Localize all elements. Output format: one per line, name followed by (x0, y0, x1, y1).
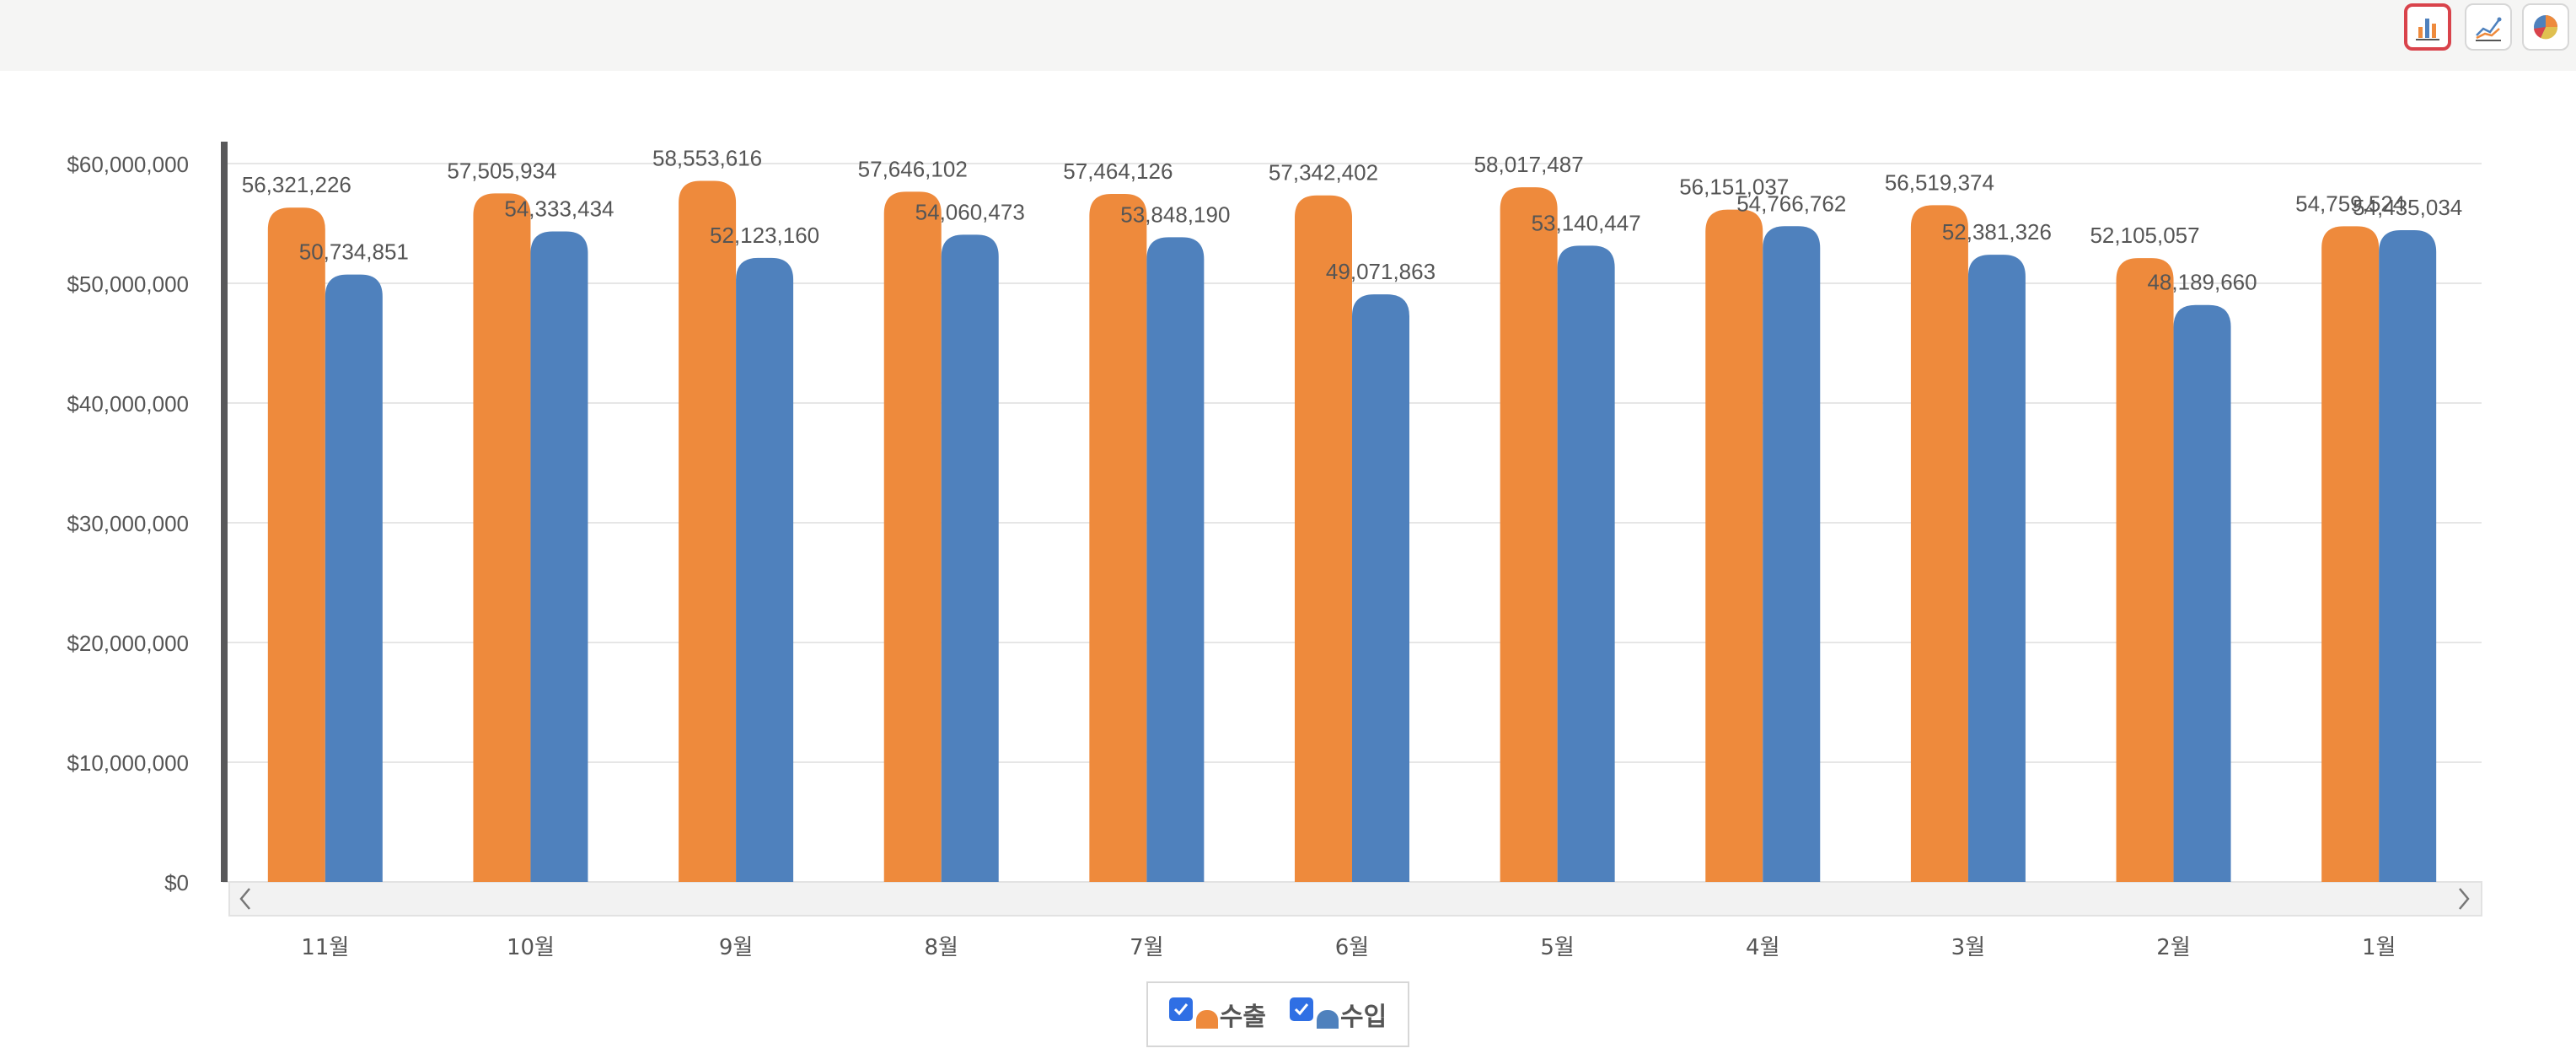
bar-export (679, 180, 737, 883)
y-tick-label: $60,000,000 (67, 152, 189, 177)
y-tick-label: $30,000,000 (67, 511, 189, 536)
data-label: 57,505,934 (447, 158, 556, 183)
x-tick-label: 4월 (1746, 935, 1779, 960)
legend-item-import[interactable]: 수입 (1290, 996, 1387, 1033)
bar-chart-icon (2416, 19, 2439, 40)
x-tick-label: 10월 (507, 935, 555, 960)
bar-import (530, 231, 588, 883)
scroll-right-icon (2459, 888, 2470, 910)
data-label: 57,464,126 (1063, 159, 1173, 184)
legend-item-export[interactable]: 수출 (1168, 996, 1266, 1033)
checkmark-icon (1294, 1003, 1309, 1016)
export-swatch (1195, 1010, 1218, 1029)
bar-export (267, 207, 325, 882)
data-label: 54,435,034 (2353, 195, 2462, 220)
data-label: 53,140,447 (1532, 210, 1641, 235)
x-tick-label: 6월 (1335, 935, 1369, 960)
data-label: 58,553,616 (652, 146, 762, 171)
data-label: 58,017,487 (1474, 152, 1584, 177)
data-label: 48,189,660 (2147, 270, 2257, 295)
bar-export (1910, 205, 1968, 882)
bar-import (1763, 226, 1821, 882)
data-label: 54,759,524 (2295, 191, 2405, 216)
scroll-left-icon (239, 888, 250, 910)
data-label: 56,519,374 (1885, 169, 1994, 195)
bar-export (883, 191, 942, 882)
bar-import (2379, 230, 2437, 882)
x-tick-label: 9월 (719, 935, 753, 960)
bar-import (1352, 294, 1409, 882)
data-label: 57,646,102 (858, 156, 968, 181)
data-label: 57,342,402 (1269, 160, 1378, 185)
bar-export (2116, 258, 2174, 883)
data-label: 56,151,037 (1679, 175, 1789, 200)
horizontal-scrollbar (228, 881, 2482, 917)
data-label: 53,848,190 (1120, 202, 1230, 227)
x-tick-label: 7월 (1130, 935, 1163, 960)
bar-import (1967, 255, 2026, 882)
x-tick-label: 2월 (2156, 935, 2190, 960)
y-tick-label: $10,000,000 (67, 750, 189, 776)
bar-export (1295, 195, 1352, 882)
bar-import (1557, 245, 1615, 882)
x-tick-label: 11월 (301, 935, 349, 960)
bar-chart-button[interactable] (2404, 3, 2451, 51)
data-label: 54,766,762 (1736, 191, 1846, 216)
bar-export (1500, 187, 1558, 883)
data-label: 52,381,326 (1942, 219, 2052, 245)
x-tick-label: 3월 (1951, 935, 1985, 960)
import-swatch (1317, 1010, 1339, 1029)
bar-import (941, 234, 999, 882)
bar-export (473, 193, 531, 882)
y-tick-label: $20,000,000 (67, 631, 189, 656)
x-tick-label: 8월 (924, 935, 958, 960)
chart-toolbar (0, 0, 2576, 71)
data-label: 49,071,863 (1326, 259, 1436, 284)
data-label: 52,123,160 (710, 223, 819, 248)
legend-label-import: 수입 (1340, 1003, 1387, 1031)
bar-import (325, 274, 383, 882)
line-chart-button[interactable] (2465, 3, 2512, 51)
chart-legend: 수출 수입 (1146, 981, 1409, 1047)
pie-chart-icon (2534, 15, 2558, 40)
bar-export (1705, 209, 1763, 882)
y-tick-label: $0 (164, 870, 189, 895)
line-chart-icon (2476, 17, 2502, 41)
bar-chart: $0 $10,000,000 $20,000,000 $30,000,000 $40,0… (67, 142, 2482, 960)
legend-label-export: 수출 (1219, 1003, 1266, 1031)
pie-chart-button[interactable] (2522, 3, 2569, 51)
bar-import (2173, 304, 2231, 883)
export-checkbox[interactable] (1168, 997, 1193, 1021)
x-tick-label: 1월 (2362, 935, 2396, 960)
y-tick-label: $50,000,000 (67, 271, 189, 297)
bar-export (2321, 226, 2380, 882)
x-tick-label: 5월 (1540, 935, 1574, 960)
bar-export (1089, 194, 1147, 883)
data-label: 56,321,226 (242, 172, 352, 197)
import-checkbox[interactable] (1290, 997, 1313, 1021)
y-tick-label: $40,000,000 (67, 391, 189, 417)
data-label: 50,734,851 (299, 239, 409, 265)
bar-import (736, 257, 794, 882)
bar-import (1146, 237, 1205, 882)
checkmark-icon (1173, 1003, 1188, 1016)
data-label: 54,060,473 (915, 199, 1025, 224)
data-label: 54,333,434 (504, 196, 614, 221)
data-label: 52,105,057 (2090, 223, 2199, 248)
